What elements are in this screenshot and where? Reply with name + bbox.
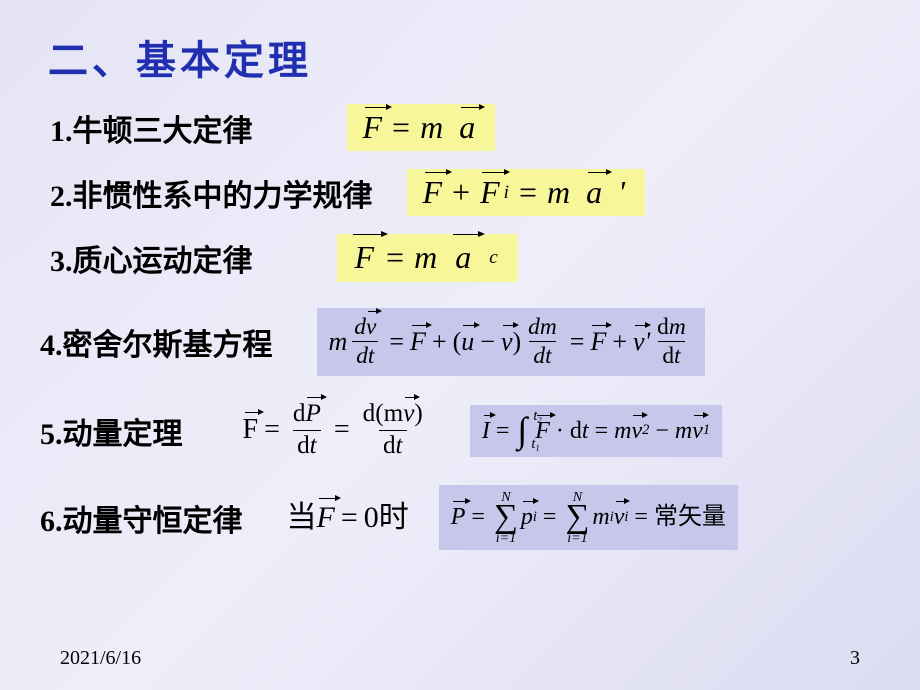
equation-1: F = m a	[347, 104, 496, 151]
item-6-label: 6.动量守恒定律	[40, 496, 243, 540]
item-5-label: 5.动量定理	[40, 409, 183, 453]
item-3-label: 3.质心运动定律	[50, 236, 253, 280]
footer: 2021/6/16 3	[0, 647, 920, 670]
equation-4: m dv dt = F + (u − v) dm dt = F + v' dm …	[317, 308, 705, 377]
item-4-label: 4.密舍尔斯基方程	[40, 320, 273, 364]
equation-6b: P = N∑i=1 pi = N∑i=1 mivi =常矢量	[439, 485, 738, 550]
item-row-2: 2.非惯性系中的力学规律 F + Fi = m a '	[0, 169, 920, 216]
equation-5b: I = ∫t1t2 F · dt = mv2 − mv1	[470, 405, 722, 457]
equation-6a: 当F = 0时	[287, 501, 409, 534]
equation-5a: F = dP dt = d(mv) dt	[243, 400, 430, 461]
item-row-4: 4.密舍尔斯基方程 m dv dt = F + (u − v) dm dt = …	[0, 308, 920, 377]
equation-3: F = m a c	[337, 234, 518, 281]
footer-date: 2021/6/16	[60, 647, 141, 670]
item-2-label: 2.非惯性系中的力学规律	[50, 171, 373, 215]
equation-2: F + Fi = m a '	[407, 169, 645, 216]
item-row-1: 1.牛顿三大定律 F = m a	[0, 104, 920, 151]
item-1-label: 1.牛顿三大定律	[50, 106, 253, 150]
footer-page: 3	[850, 647, 860, 670]
item-row-5: 5.动量定理 F = dP dt = d(mv) dt I = ∫t1t2 F …	[0, 400, 920, 461]
item-row-3: 3.质心运动定律 F = m a c	[0, 234, 920, 281]
section-title: 二、基本定理	[0, 0, 920, 86]
item-row-6: 6.动量守恒定律 当F = 0时 P = N∑i=1 pi = N∑i=1 mi…	[0, 485, 920, 550]
